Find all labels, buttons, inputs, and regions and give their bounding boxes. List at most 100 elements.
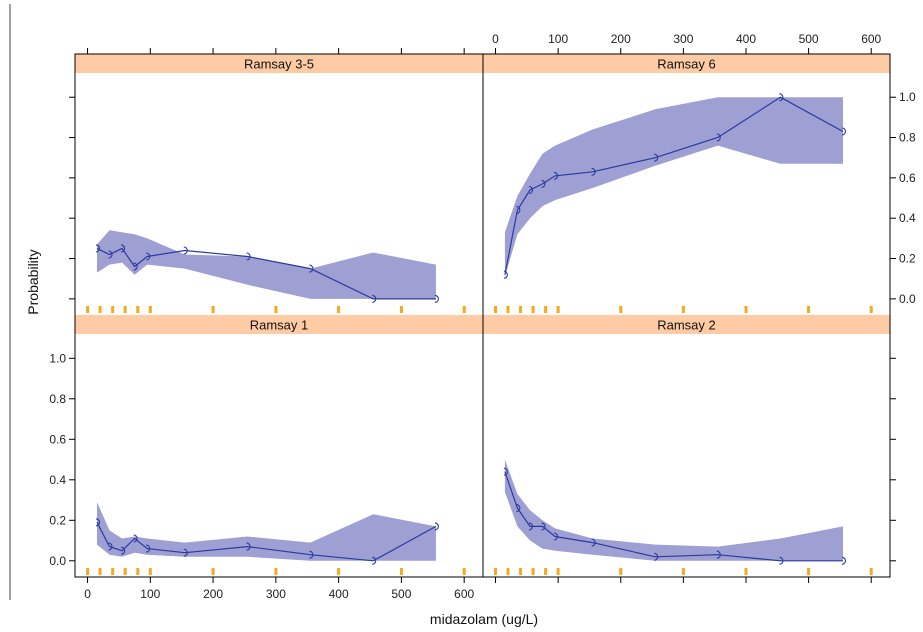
rug-mark-ramsay-1: [462, 568, 466, 575]
rug-mark-ramsay-1: [148, 568, 152, 575]
data-point-ramsay-6: [553, 171, 559, 180]
rug-mark-ramsay-1: [274, 568, 278, 575]
data-point-ramsay-2: [841, 556, 847, 565]
y-tick-label-left: 0.6: [49, 432, 66, 446]
rug-mark-ramsay-3-5: [399, 306, 403, 313]
data-point-ramsay-3-5: [121, 244, 126, 253]
data-point-ramsay-1: [434, 522, 439, 531]
data-point-ramsay-6: [516, 206, 521, 215]
rug-mark-ramsay-2: [506, 568, 510, 575]
rug-mark-ramsay-6: [869, 306, 873, 313]
rug-mark-ramsay-1: [211, 568, 215, 575]
rug-mark-ramsay-1: [98, 568, 102, 575]
data-point-ramsay-3-5: [309, 264, 314, 273]
rug-mark-ramsay-3-5: [148, 306, 152, 313]
confidence-band-ramsay-1: [97, 502, 436, 561]
strip-ramsay-2: [483, 315, 890, 334]
rug-mark-ramsay-6: [556, 306, 560, 313]
rug-mark-ramsay-6: [494, 306, 497, 313]
strip-ramsay-6: [483, 54, 890, 73]
x-tick-label-top: 600: [861, 32, 881, 46]
rug-mark-ramsay-3-5: [274, 306, 278, 313]
data-point-ramsay-6: [503, 270, 508, 279]
y-tick-label-left: 1.0: [49, 351, 66, 365]
strip-label-ramsay-3-5: Ramsay 3-5: [244, 57, 314, 72]
rug-mark-ramsay-6: [544, 306, 548, 313]
data-point-ramsay-1: [95, 518, 101, 527]
confidence-band-ramsay-6: [504, 97, 843, 277]
data-point-ramsay-1: [108, 542, 113, 551]
data-point-ramsay-2: [553, 532, 559, 541]
data-point-ramsay-1: [133, 534, 138, 543]
rug-mark-ramsay-2: [869, 568, 873, 575]
data-point-ramsay-2: [541, 522, 546, 531]
rug-mark-ramsay-2: [807, 568, 811, 575]
data-point-ramsay-2: [654, 552, 659, 561]
strip-ramsay-3-5: [75, 54, 483, 73]
x-tick-label-bottom: 400: [329, 587, 349, 601]
rug-mark-ramsay-1: [123, 568, 127, 575]
data-point-ramsay-2: [528, 522, 534, 531]
series-line-ramsay-3-5: [96, 247, 436, 300]
y-tick-label-right: 1.0: [899, 90, 916, 104]
rug-mark-ramsay-2: [531, 568, 535, 575]
data-point-ramsay-2: [716, 550, 721, 559]
data-point-ramsay-1: [372, 556, 377, 565]
rug-mark-ramsay-6: [681, 306, 685, 313]
data-point-ramsay-1: [146, 544, 151, 553]
y-tick-label-left: 0.2: [49, 513, 66, 527]
rug-mark-ramsay-3-5: [136, 306, 140, 313]
rug-mark-ramsay-1: [337, 568, 341, 575]
rug-mark-ramsay-2: [494, 568, 497, 575]
axes: 0 0 100 100 200 200 300 300 400 400 500 500 600 600 0.…: [49, 32, 916, 601]
x-tick-label-bottom: 300: [266, 587, 286, 601]
rug-mark-ramsay-3-5: [337, 306, 341, 313]
rug-mark-ramsay-3-5: [462, 306, 466, 313]
rug-mark-ramsay-6: [519, 306, 523, 313]
y-tick-label-left: 0.4: [49, 473, 66, 487]
rug-mark-ramsay-2: [519, 568, 523, 575]
confidence-band-ramsay-2: [504, 459, 843, 561]
strip-label-ramsay-1: Ramsay 1: [250, 318, 309, 333]
data-point-ramsay-3-5: [133, 262, 138, 271]
confidence-band-ramsay-3-5: [97, 230, 436, 299]
rug-mark-ramsay-1: [86, 568, 90, 575]
x-tick-label-top: 100: [548, 32, 568, 46]
data-point-ramsay-1: [246, 542, 251, 551]
data-point-ramsay-6: [716, 133, 721, 142]
data-point-ramsay-1: [121, 546, 126, 555]
y-tick-label-right: 0.0: [899, 292, 916, 306]
strip-label-ramsay-6: Ramsay 6: [657, 57, 716, 72]
y-tick-label-right: 0.2: [899, 252, 916, 266]
plot-backgrounds: Ramsay 3-5 Ramsay 6 Ramsay 1 Ramsay 2: [75, 54, 890, 334]
rug-mark-ramsay-3-5: [123, 306, 127, 313]
x-tick-label-top: 500: [799, 32, 819, 46]
y-tick-label-left: 0.8: [49, 392, 66, 406]
x-tick-label-top: 400: [736, 32, 756, 46]
rug-mark-ramsay-6: [506, 306, 510, 313]
rug-mark-ramsay-3-5: [98, 306, 102, 313]
x-tick-label-bottom: 200: [203, 587, 223, 601]
x-tick-label-top: 0: [492, 32, 499, 46]
rug-mark-ramsay-2: [681, 568, 685, 575]
y-tick-label-right: 0.8: [899, 131, 916, 145]
rug-mark-ramsay-6: [807, 306, 811, 313]
data-point-ramsay-6: [654, 153, 659, 162]
data-point-ramsay-3-5: [183, 246, 188, 255]
data-point-ramsay-3-5: [95, 244, 101, 253]
data-point-ramsay-6: [528, 185, 534, 195]
data-point-ramsay-2: [516, 504, 521, 513]
rug-mark-ramsay-6: [619, 306, 623, 313]
plot-data: [86, 93, 873, 575]
x-axis-title: midazolam (ug/L): [430, 611, 538, 627]
data-point-ramsay-3-5: [434, 294, 439, 303]
data-point-ramsay-2: [591, 538, 596, 547]
rug-mark-ramsay-2: [744, 568, 748, 575]
rug-mark-ramsay-1: [136, 568, 140, 575]
series-line-ramsay-1: [96, 522, 437, 562]
rug-mark-ramsay-1: [399, 568, 403, 575]
strip-label-ramsay-2: Ramsay 2: [657, 318, 716, 333]
data-point-ramsay-6: [779, 93, 784, 102]
data-point-ramsay-2: [503, 467, 508, 476]
